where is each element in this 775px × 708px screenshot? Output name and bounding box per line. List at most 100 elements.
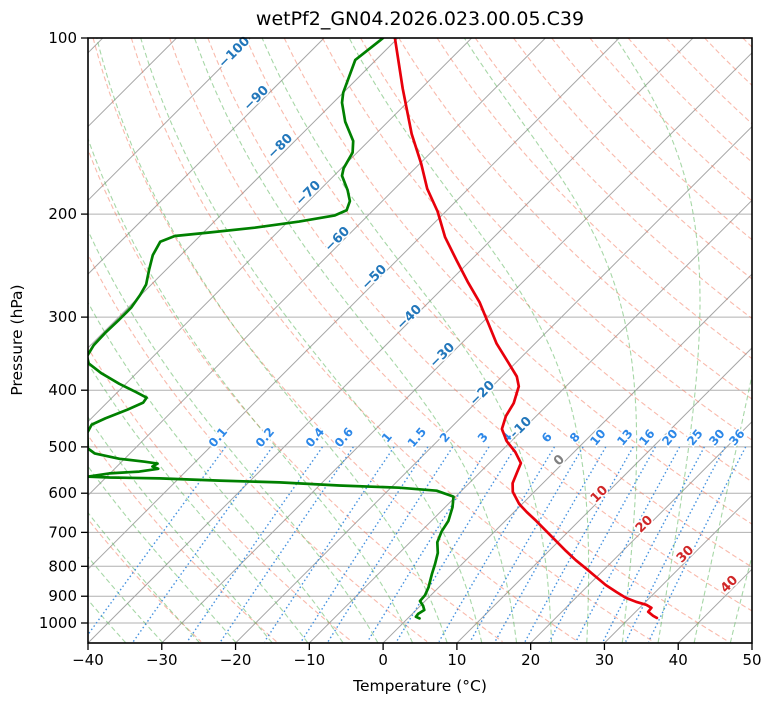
mixing-ratio-line xyxy=(494,446,607,642)
moist-adiabat-line xyxy=(348,38,590,643)
mixing-ratio-label: 10 xyxy=(587,427,608,449)
isotherm-line xyxy=(235,125,752,643)
moist-adiabat-line xyxy=(88,301,344,643)
dry-adiabat-line xyxy=(704,38,752,87)
isotherm-line xyxy=(308,199,752,643)
isotherm-line xyxy=(88,38,546,497)
mixing-ratio-line xyxy=(366,446,490,642)
mixing-ratio-label: 8 xyxy=(567,430,583,445)
isotherm-label: 40 xyxy=(718,573,741,596)
dry-adiabat-line xyxy=(88,518,202,642)
moist-adiabat-line xyxy=(729,554,752,643)
isotherm-line xyxy=(88,38,325,275)
mixing-ratio-line xyxy=(395,446,517,642)
mixing-ratio-label: 20 xyxy=(659,427,680,449)
isotherm-line xyxy=(604,494,752,643)
moist-adiabat-line xyxy=(193,38,518,643)
mixing-ratio-label: 0.2 xyxy=(253,425,277,450)
y-tick-label: 100 xyxy=(48,29,77,47)
mixing-ratio-label: 13 xyxy=(614,427,635,449)
dry-adiabat-line xyxy=(742,38,752,48)
isotherm-line xyxy=(456,347,752,643)
isotherm-label: −30 xyxy=(427,340,458,371)
dry-adiabat-line xyxy=(627,38,752,163)
mixing-ratio-line xyxy=(625,446,726,642)
moist-adiabat-line xyxy=(88,465,237,643)
mixing-ratio-line xyxy=(186,446,324,642)
mixing-ratio-line xyxy=(647,446,747,642)
inplot-labels: −100−90−80−70−60−50−40−30−20−10010203040… xyxy=(204,32,749,597)
y-tick-label: 1000 xyxy=(39,614,77,632)
moist-adiabat-line xyxy=(463,38,638,643)
isotherm-label: 0 xyxy=(551,452,568,469)
dry-adiabat-line xyxy=(398,38,752,400)
x-tick-label: 40 xyxy=(669,651,688,669)
dry-adiabat-line xyxy=(88,347,353,643)
dry-adiabat-line xyxy=(169,38,729,643)
mixing-ratio-label: 0.6 xyxy=(332,425,356,450)
dry-adiabat-line xyxy=(474,38,752,320)
mixing-ratio-label: 3 xyxy=(475,430,491,445)
mixing-ratio-line xyxy=(602,446,706,642)
mixing-ratio-label: 25 xyxy=(684,427,705,449)
dry-adiabat-line xyxy=(88,148,503,643)
moist-adiabat-line xyxy=(693,372,752,643)
isotherm-line xyxy=(382,273,752,643)
dry-adiabat-line xyxy=(207,38,752,612)
isotherm-line xyxy=(88,38,399,349)
isotherm-line xyxy=(161,52,752,643)
chart-title: wetPf2_GN04.2026.023.00.05.C39 xyxy=(256,8,584,30)
temperature-curve xyxy=(393,38,659,620)
dry-adiabat-line xyxy=(88,434,277,643)
dewpoint-curve xyxy=(88,38,455,620)
isotherm-line xyxy=(751,642,752,643)
x-tick-label: −10 xyxy=(294,651,326,669)
isotherm-line xyxy=(88,38,473,423)
mixing-ratio-label: 0.1 xyxy=(206,425,230,450)
isotherm-label: −90 xyxy=(241,83,272,114)
dry-adiabat-line xyxy=(88,253,428,643)
isotherm-label: −80 xyxy=(265,131,296,162)
moist-adiabat-line xyxy=(96,38,448,643)
mixing-ratio-line xyxy=(575,446,681,642)
y-tick-label: 400 xyxy=(48,381,77,399)
mixing-ratio-line xyxy=(220,446,354,642)
axis-tick-labels: −40 −30 −20 −10 0 10 20 30 40 5010020030040050060… xyxy=(39,29,762,669)
dry-adiabat-line xyxy=(513,38,752,280)
moist-adiabat-line xyxy=(88,362,309,643)
moist-adiabat-line xyxy=(88,137,413,643)
y-tick-label: 800 xyxy=(48,557,77,575)
isotherm-label: −100 xyxy=(216,34,253,71)
y-tick-label: 300 xyxy=(48,308,77,326)
mixing-ratio-line xyxy=(524,446,634,642)
isotherm-line xyxy=(88,38,694,643)
x-tick-label: 20 xyxy=(521,651,540,669)
mixing-ratio-label: 1 xyxy=(379,430,395,445)
plot-border xyxy=(87,37,753,644)
y-tick-label: 600 xyxy=(48,484,77,502)
moist-adiabat-line xyxy=(261,38,553,643)
y-tick-label: 700 xyxy=(48,523,77,541)
dry-adiabat-line xyxy=(92,38,579,643)
dry-adiabat-line xyxy=(130,38,654,643)
y-tick-label: 900 xyxy=(48,587,77,605)
mixing-ratio-label: 30 xyxy=(706,427,727,449)
isotherm-line xyxy=(88,38,620,570)
dry-adiabat-line xyxy=(436,38,752,360)
background-grid xyxy=(88,38,752,643)
sounding-curves xyxy=(88,38,659,620)
mixing-ratio-line xyxy=(88,446,227,636)
x-tick-label: −30 xyxy=(146,651,178,669)
dry-adiabat-line xyxy=(321,38,752,483)
dry-adiabat-line xyxy=(283,38,752,525)
moist-adiabat-line xyxy=(88,229,379,643)
x-tick-label: 0 xyxy=(378,651,388,669)
axis-ticks xyxy=(81,37,753,650)
mixing-ratio-line xyxy=(469,446,584,642)
y-axis-label: Pressure (hPa) xyxy=(8,284,26,395)
y-tick-label: 500 xyxy=(48,438,77,456)
mixing-ratio-label: 0.4 xyxy=(303,425,327,450)
mixing-ratio-line xyxy=(264,446,395,642)
moist-adiabat-line xyxy=(140,38,483,643)
